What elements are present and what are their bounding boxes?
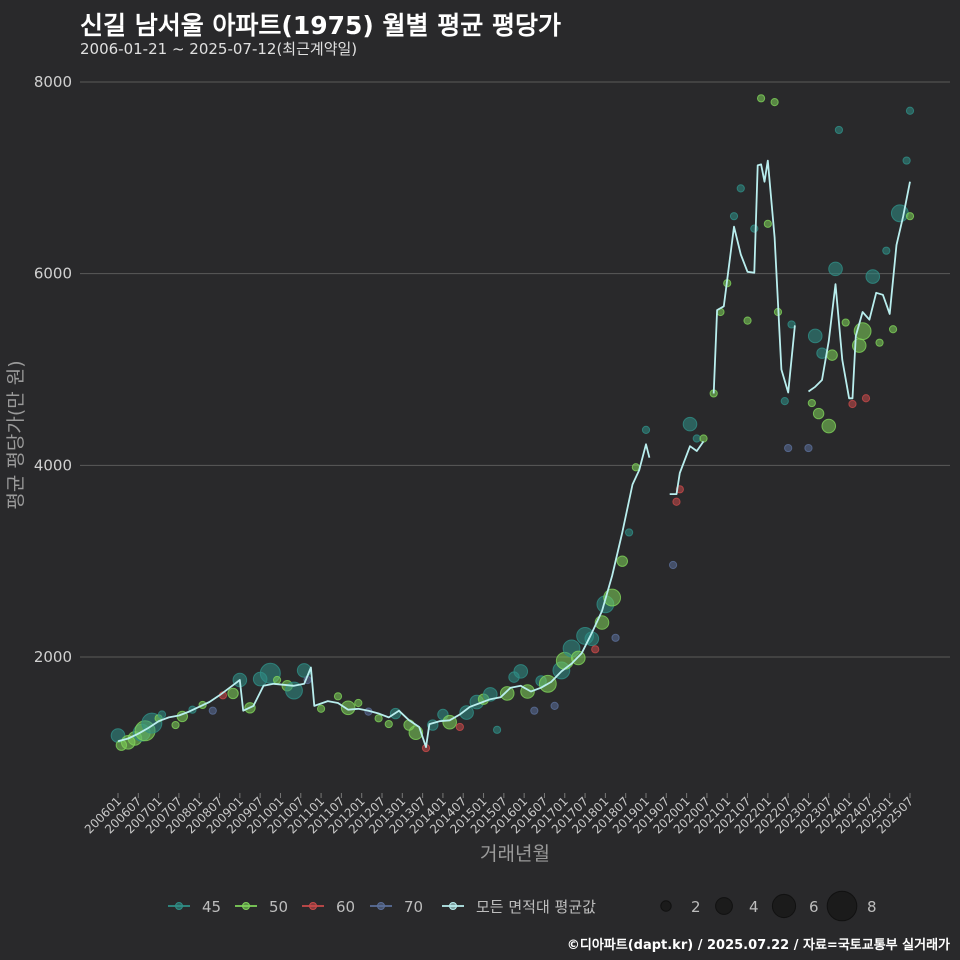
grid-lines bbox=[80, 81, 950, 658]
data-point bbox=[455, 722, 464, 732]
legend-size-label: 2 bbox=[691, 898, 701, 916]
data-point bbox=[316, 704, 326, 713]
legend-key-dot bbox=[449, 902, 457, 910]
y-axis-ticks: 2000 4000 6000 8000 bbox=[34, 73, 72, 666]
data-point bbox=[807, 328, 823, 344]
data-point bbox=[171, 720, 180, 730]
data-point bbox=[821, 418, 837, 434]
legend-key-dot bbox=[377, 902, 385, 910]
y-tick-label: 2000 bbox=[34, 648, 72, 666]
data-point bbox=[354, 698, 363, 708]
data-point bbox=[828, 261, 843, 277]
data-point bbox=[888, 325, 898, 334]
chart-title: 신길 남서울 아파트(1975) 월별 평균 평당가 bbox=[80, 11, 561, 40]
y-tick-label: 4000 bbox=[34, 456, 72, 474]
legend-label: 60 bbox=[336, 898, 355, 916]
data-point bbox=[826, 349, 838, 361]
legend-size-label: 8 bbox=[867, 898, 877, 916]
data-point bbox=[692, 434, 701, 443]
data-point bbox=[624, 528, 634, 537]
data-point bbox=[780, 397, 789, 406]
x-axis-title: 거래년월 bbox=[480, 843, 550, 865]
data-point bbox=[841, 318, 850, 327]
data-point bbox=[611, 633, 620, 642]
data-point bbox=[902, 156, 911, 165]
legend-label: 70 bbox=[404, 898, 423, 916]
data-point bbox=[272, 675, 282, 685]
data-point bbox=[743, 316, 752, 325]
average-line-segment bbox=[712, 159, 796, 394]
data-point bbox=[784, 443, 793, 453]
legend-label: 50 bbox=[269, 898, 288, 916]
legend-size-dot bbox=[771, 893, 797, 919]
data-point bbox=[807, 398, 816, 408]
data-point bbox=[699, 434, 708, 443]
average-line bbox=[117, 159, 911, 748]
data-point bbox=[641, 425, 651, 434]
legend-key-dot bbox=[309, 902, 317, 910]
data-point bbox=[804, 443, 813, 453]
source-credit: ©디아파트(dapt.kr) / 2025.07.22 / 자료=국토교통부 실… bbox=[566, 938, 950, 953]
data-point bbox=[333, 692, 343, 701]
average-line-segment bbox=[669, 440, 705, 496]
data-point bbox=[905, 212, 915, 221]
data-point bbox=[736, 184, 745, 193]
data-point bbox=[672, 497, 681, 506]
data-point bbox=[750, 224, 759, 233]
data-point bbox=[208, 706, 217, 715]
data-point bbox=[905, 106, 915, 115]
chart-subtitle: 2006-01-21 ~ 2025-07-12(최근계약일) bbox=[80, 40, 358, 58]
data-point bbox=[848, 399, 857, 409]
data-point bbox=[729, 212, 739, 221]
data-point bbox=[668, 560, 678, 570]
data-point bbox=[834, 125, 844, 135]
data-point bbox=[340, 700, 356, 716]
y-tick-label: 8000 bbox=[34, 73, 72, 91]
data-point bbox=[861, 394, 871, 403]
data-point bbox=[285, 681, 303, 700]
data-point bbox=[682, 416, 698, 432]
data-point bbox=[530, 706, 539, 715]
data-point bbox=[374, 714, 383, 723]
data-point bbox=[384, 719, 393, 729]
data-point bbox=[459, 705, 474, 720]
data-point bbox=[770, 98, 779, 107]
x-axis-ticks: 2006012006072007012007072008012008072009… bbox=[82, 793, 916, 837]
data-point bbox=[865, 269, 881, 284]
data-point bbox=[499, 686, 515, 701]
data-point bbox=[882, 246, 891, 255]
data-point bbox=[875, 338, 884, 347]
legend-size-dot bbox=[715, 897, 733, 915]
legend-label: 45 bbox=[202, 898, 221, 916]
data-point bbox=[787, 320, 796, 329]
data-point bbox=[756, 94, 766, 103]
data-point bbox=[591, 645, 600, 654]
legend-size-dot bbox=[660, 900, 672, 912]
data-point bbox=[492, 725, 502, 734]
data-point bbox=[550, 701, 559, 710]
y-axis-title: 평균 평당가(만 원) bbox=[5, 360, 27, 509]
average-line-segment bbox=[807, 181, 911, 400]
legend: 45 50 60 70 모든 면적대 평균값 2 4 6 8 bbox=[168, 890, 877, 922]
data-point bbox=[812, 407, 825, 420]
legend-size-label: 4 bbox=[749, 898, 759, 916]
y-tick-label: 6000 bbox=[34, 265, 72, 283]
data-points bbox=[110, 94, 915, 753]
average-line-segment bbox=[117, 443, 651, 748]
data-point bbox=[616, 555, 629, 567]
legend-key-dot bbox=[242, 902, 250, 910]
legend-key-dot bbox=[175, 902, 183, 910]
data-point bbox=[157, 710, 167, 719]
legend-size-label: 6 bbox=[809, 898, 819, 916]
data-point bbox=[227, 687, 239, 700]
data-point bbox=[513, 664, 529, 679]
data-point bbox=[763, 219, 772, 228]
legend-label: 모든 면적대 평균값 bbox=[476, 898, 596, 916]
legend-size-dot bbox=[826, 890, 858, 922]
